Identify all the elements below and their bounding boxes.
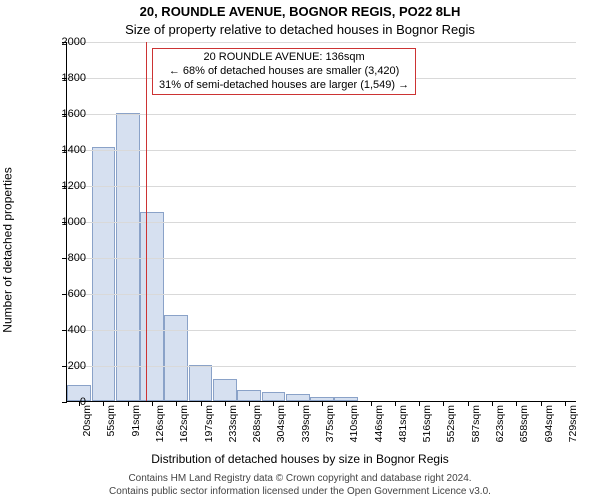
gridline — [67, 258, 576, 259]
y-tick-label: 2000 — [46, 36, 86, 48]
histogram-bar — [189, 365, 213, 401]
y-tick-label: 0 — [46, 396, 86, 408]
histogram-bar — [237, 390, 261, 401]
x-tick-label: 552sqm — [445, 405, 457, 442]
plot-area: 20sqm55sqm91sqm126sqm162sqm197sqm233sqm2… — [66, 42, 576, 402]
x-tick-label: 375sqm — [324, 405, 336, 442]
annotation-line-1: 20 ROUNDLE AVENUE: 136sqm — [159, 51, 409, 65]
x-tick-label: 162sqm — [178, 405, 190, 442]
x-axis-label: Distribution of detached houses by size … — [0, 452, 600, 466]
histogram-bar — [262, 392, 286, 401]
x-tick-label: 126sqm — [154, 405, 166, 442]
y-axis-label: Number of detached properties — [0, 0, 18, 500]
y-tick-label: 1000 — [46, 216, 86, 228]
y-tick-label: 200 — [46, 360, 86, 372]
x-tick-label: 20sqm — [81, 405, 93, 437]
x-tick-label: 233sqm — [227, 405, 239, 442]
y-tick-label: 400 — [46, 324, 86, 336]
gridline — [67, 150, 576, 151]
x-tick-label: 268sqm — [251, 405, 263, 442]
x-tick — [201, 401, 202, 406]
x-tick-label: 304sqm — [275, 405, 287, 442]
x-tick-label: 694sqm — [543, 405, 555, 442]
x-tick-label: 658sqm — [518, 405, 530, 442]
reference-line — [146, 42, 147, 401]
y-tick-label: 1800 — [46, 72, 86, 84]
y-axis-label-text: Number of detached properties — [1, 167, 15, 332]
x-tick-label: 410sqm — [348, 405, 360, 442]
annotation-box: 20 ROUNDLE AVENUE: 136sqm← 68% of detach… — [152, 48, 416, 95]
chart-subtitle: Size of property relative to detached ho… — [0, 22, 600, 37]
x-tick-label: 446sqm — [373, 405, 385, 442]
gridline — [67, 294, 576, 295]
x-tick — [419, 401, 420, 406]
x-tick — [565, 401, 566, 406]
gridline — [67, 366, 576, 367]
gridline — [67, 114, 576, 115]
page-title: 20, ROUNDLE AVENUE, BOGNOR REGIS, PO22 8… — [0, 4, 600, 19]
x-tick — [298, 401, 299, 406]
y-tick-label: 1200 — [46, 180, 86, 192]
x-tick — [322, 401, 323, 406]
y-tick-label: 600 — [46, 288, 86, 300]
x-tick — [541, 401, 542, 406]
y-tick-label: 800 — [46, 252, 86, 264]
annotation-line-2: ← 68% of detached houses are smaller (3,… — [159, 65, 409, 79]
x-tick-label: 55sqm — [105, 405, 117, 437]
histogram-bar — [164, 315, 188, 401]
x-tick-label: 729sqm — [567, 405, 579, 442]
histogram-bar — [213, 379, 237, 401]
y-tick-label: 1400 — [46, 144, 86, 156]
x-tick-label: 339sqm — [300, 405, 312, 442]
x-tick-label: 197sqm — [203, 405, 215, 442]
x-tick — [371, 401, 372, 406]
x-tick — [492, 401, 493, 406]
x-tick-label: 516sqm — [421, 405, 433, 442]
x-tick — [468, 401, 469, 406]
x-tick — [128, 401, 129, 406]
histogram-bar — [140, 212, 164, 401]
footer-attribution: Contains HM Land Registry data © Crown c… — [0, 473, 600, 498]
x-tick-label: 587sqm — [470, 405, 482, 442]
gridline — [67, 330, 576, 331]
histogram-bar — [116, 113, 140, 401]
x-tick-label: 481sqm — [397, 405, 409, 442]
x-tick — [152, 401, 153, 406]
x-tick-label: 91sqm — [130, 405, 142, 437]
histogram-bar — [286, 394, 310, 401]
footer-line-1: Contains HM Land Registry data © Crown c… — [0, 473, 600, 486]
gridline — [67, 42, 576, 43]
gridline — [67, 222, 576, 223]
y-tick-label: 1600 — [46, 108, 86, 120]
footer-line-2: Contains public sector information licen… — [0, 486, 600, 499]
x-tick — [249, 401, 250, 406]
annotation-line-3: 31% of semi-detached houses are larger (… — [159, 79, 409, 93]
x-tick — [395, 401, 396, 406]
gridline — [67, 186, 576, 187]
x-tick-label: 623sqm — [494, 405, 506, 442]
x-tick — [225, 401, 226, 406]
